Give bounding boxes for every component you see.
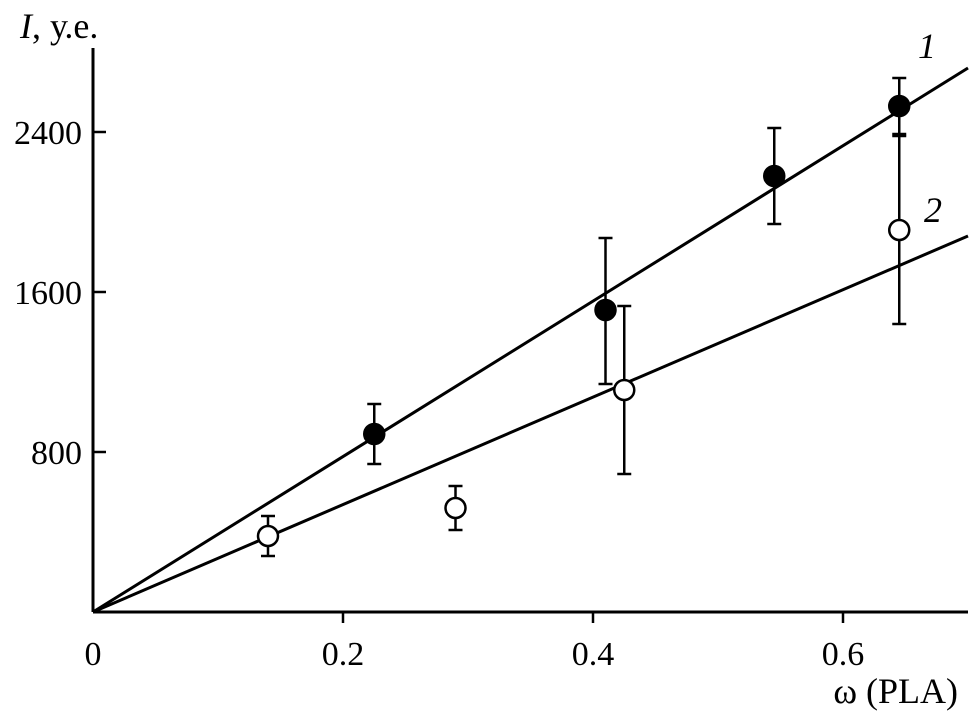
data-point-open <box>888 218 911 242</box>
fit-line-2 <box>92 234 969 614</box>
data-point-filled <box>763 164 786 188</box>
series-label-2: 2 <box>924 190 942 230</box>
fit-lines <box>92 66 969 614</box>
labels: I, у.е. ω (PLA) 1 2 <box>19 6 958 711</box>
data-point-open <box>256 524 280 548</box>
axes: 0 0.2 0.4 0.6 800 1600 2400 <box>14 48 968 673</box>
data-point-open <box>613 378 636 402</box>
y-axis-label: I, у.е. <box>19 6 98 46</box>
data-point-filled <box>888 94 911 118</box>
error-bars <box>261 76 907 558</box>
y-tick-label: 800 <box>31 435 82 472</box>
y-tick-label: 1600 <box>14 275 82 312</box>
data-point-filled <box>363 422 386 446</box>
x-axis-label: ω (PLA) <box>833 671 958 711</box>
data-markers <box>256 94 911 548</box>
x-tick-label: 0 <box>85 636 102 673</box>
y-axis-unit: , у.е. <box>32 6 98 46</box>
y-axis-symbol: I <box>19 6 34 46</box>
series-label-1: 1 <box>918 26 936 66</box>
x-tick-label: 0.2 <box>322 636 365 673</box>
data-point-open <box>444 496 467 520</box>
data-point-filled <box>594 298 617 322</box>
y-tick-label: 2400 <box>14 115 82 152</box>
fit-line-1 <box>92 66 969 614</box>
x-tick-label: 0.4 <box>572 636 615 673</box>
x-tick-label: 0.6 <box>822 636 865 673</box>
